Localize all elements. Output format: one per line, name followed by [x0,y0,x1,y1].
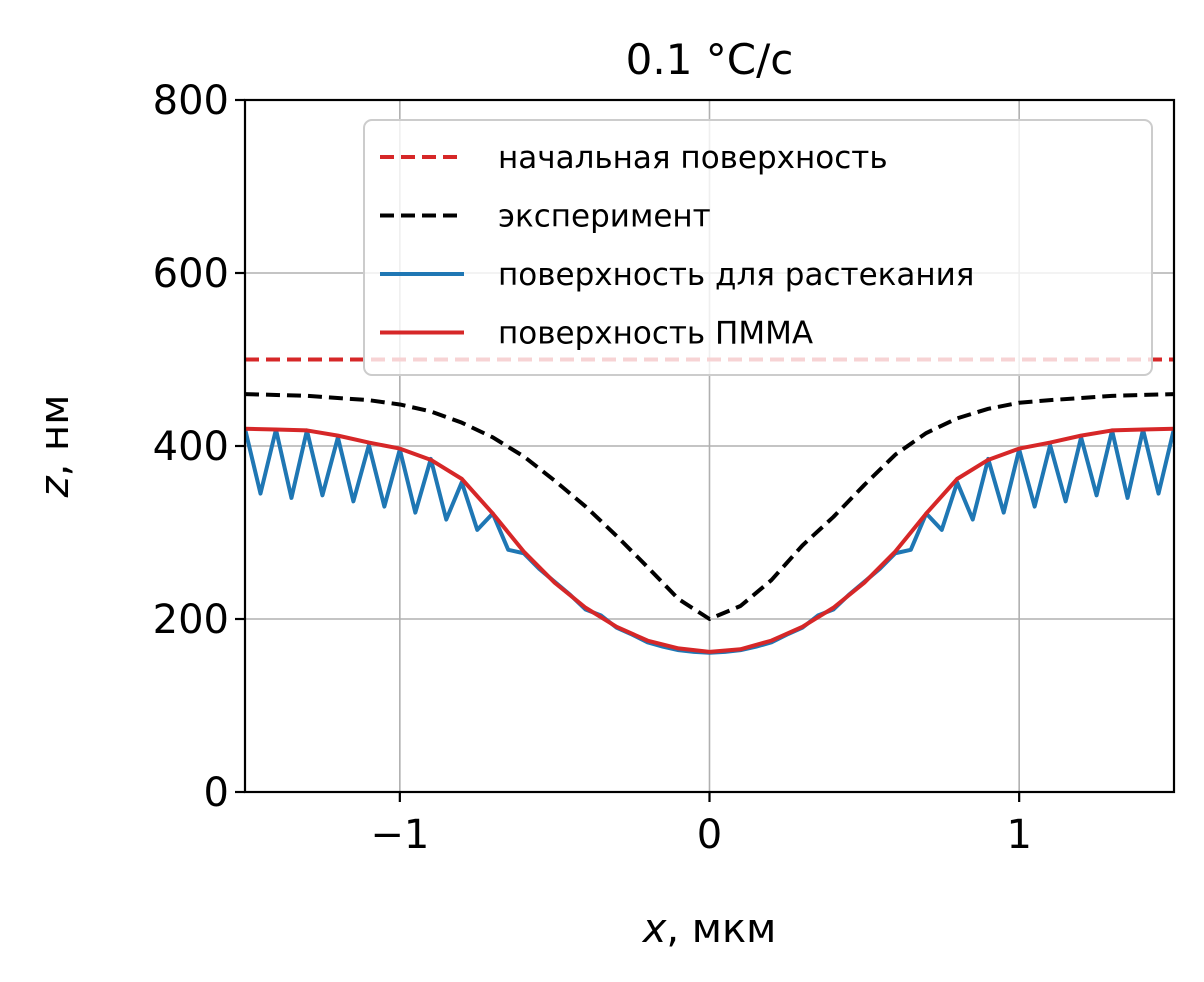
legend-box [363,119,1153,376]
legend-label-2: эксперимент [498,199,711,235]
x-tick-label: 0 [697,812,722,858]
y-axis-unit: , нм [32,395,78,477]
x-tick-label: −1 [370,812,429,858]
x-axis-unit: , мкм [666,906,776,952]
y-tick-label: 800 [153,78,229,124]
y-tick-label: 400 [153,424,229,470]
series-line-2 [245,392,1174,621]
legend-label-1: начальная поверхность [498,140,888,176]
chart-title: 0.1 °C/c [626,35,794,84]
y-axis-label: z, нм [32,395,78,499]
x-tick-label: 1 [1006,812,1031,858]
axis-ticks: −1 0 1 0 200 400 600 800 [153,78,1032,858]
y-tick-label: 0 [204,770,229,816]
x-axis-label: x, мкм [641,906,777,952]
y-tick-label: 600 [153,251,229,297]
y-axis-var: z [32,475,78,498]
legend-label-3: поверхность для растекания [498,257,974,293]
y-tick-label: 200 [153,597,229,643]
legend-label-4: поверхность ПММА [498,316,813,352]
series-line-4 [245,426,1174,654]
legend: начальная поверхность эксперимент поверхно… [363,119,1153,376]
x-axis-var: x [641,906,667,952]
